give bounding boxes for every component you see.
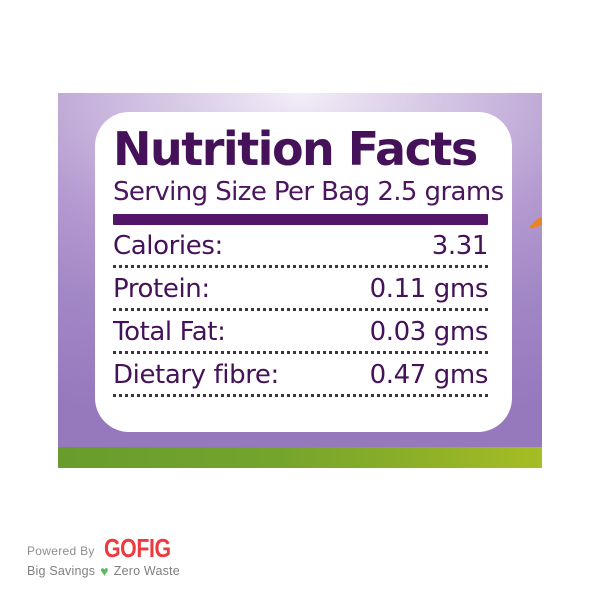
nutrition-facts-title: Nutrition Facts [113, 122, 478, 176]
gofig-logo: GOFIG [103, 533, 171, 563]
green-strip [58, 447, 542, 468]
powered-by-text: Powered By [27, 543, 95, 558]
row-label: Total Fat: [113, 317, 226, 348]
row-value: 0.47 gms [369, 360, 489, 391]
tagline-left-text: Big Savings [27, 563, 96, 578]
tagline-right-text: Zero Waste [113, 563, 180, 578]
row-value: 3.31 [431, 231, 489, 262]
divider-bar [113, 214, 488, 226]
serving-size-text: Serving Size Per Bag 2.5 grams [113, 176, 504, 207]
purple-backdrop-panel: Nutrition Facts Serving Size Per Bag 2.5… [58, 93, 542, 447]
orange-accent-shape [527, 216, 542, 229]
row-label: Protein: [113, 274, 210, 305]
table-row: Dietary fibre: 0.47 gms [113, 354, 488, 397]
nutrition-rows: Calories: 3.31 Protein: 0.11 gms Total F… [113, 225, 488, 397]
row-value: 0.11 gms [369, 274, 489, 305]
table-row: Total Fat: 0.03 gms [113, 311, 489, 355]
tagline: Big Savings ♥ Zero Waste [27, 564, 185, 578]
heart-icon: ♥ [100, 562, 109, 579]
nutrition-facts-card: Nutrition Facts Serving Size Per Bag 2.5… [95, 112, 512, 432]
row-value: 0.03 gms [369, 317, 489, 348]
powered-by-line: Powered By GOFIG [27, 533, 185, 563]
gofig-watermark: Powered By GOFIG Big Savings ♥ Zero Wast… [27, 533, 185, 578]
row-label: Dietary fibre: [113, 360, 279, 391]
table-row: Protein: 0.11 gms [113, 268, 489, 312]
row-label: Calories: [113, 231, 223, 262]
table-row: Calories: 3.31 [113, 225, 489, 269]
